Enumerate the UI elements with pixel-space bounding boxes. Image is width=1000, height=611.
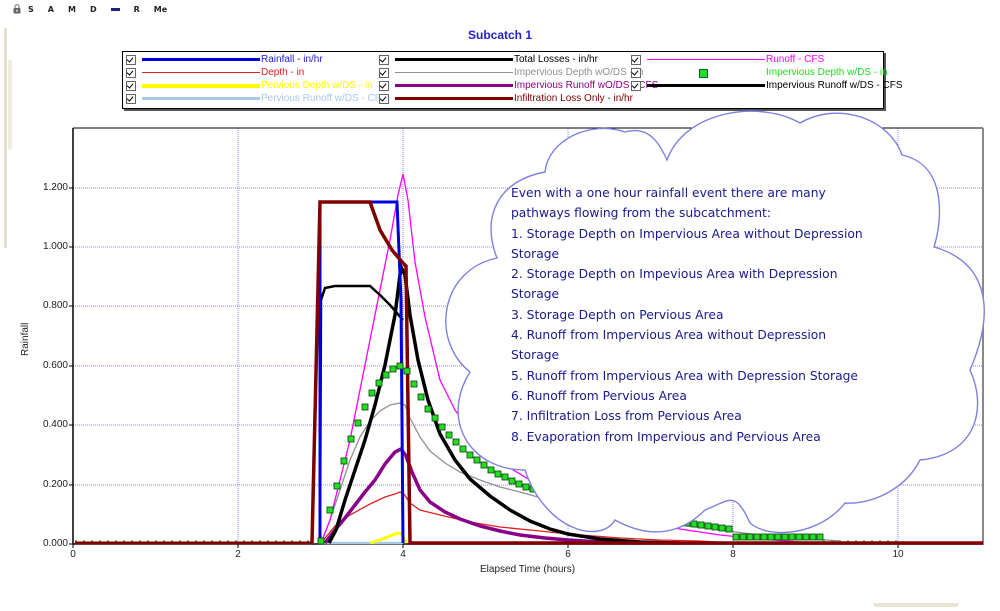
legend-item-impervious-runoff-wds[interactable]: Impervious Runoff w/DS - CFS: [631, 79, 903, 92]
square-marker-icon: [699, 68, 708, 78]
legend-label: Impervious Runoff wO/DS - CFS: [514, 80, 659, 91]
callout-line: Storage: [511, 287, 560, 302]
legend-line-swatch: [395, 97, 513, 100]
legend-line-swatch: [142, 58, 260, 61]
legend-label: Rainfall - in/hr: [261, 54, 323, 65]
chart-title: Subcatch 1: [467, 28, 533, 42]
x-tick-label: 10: [892, 549, 904, 560]
legend-label: Total Losses - in/hr: [514, 54, 598, 65]
legend-checkbox[interactable]: [631, 54, 641, 65]
y-tick-label: 0.000: [42, 538, 68, 549]
legend-line-swatch: [647, 59, 765, 60]
left-edge-decoration: [8, 60, 12, 150]
legend-label: Runoff - CFS: [766, 54, 825, 65]
y-tick-label: 0.600: [42, 360, 68, 371]
callout-line: Storage: [511, 348, 560, 363]
callout-line: 8. Evaporation from Impervious and Pervi…: [511, 429, 821, 444]
legend-item-total-losses[interactable]: Total Losses - in/hr: [379, 53, 598, 66]
left-edge-decoration: [4, 28, 7, 248]
x-tick-label: 2: [235, 549, 241, 560]
legend-line-swatch: [142, 97, 260, 100]
callout-text: Even with a one hour rainfall event ther…: [511, 183, 921, 447]
x-tick-label: 4: [400, 549, 406, 560]
callout-line: 4. Runoff from Impervious Area without D…: [511, 328, 827, 343]
toolbar-item-s[interactable]: S: [28, 4, 34, 14]
legend-label: Pervious Depth w/DS - in: [261, 80, 373, 91]
legend-label: Infiltration Loss Only - in/hr: [514, 93, 633, 104]
legend-line-swatch: [142, 83, 260, 88]
series-impervious-runoff-wds: [327, 261, 681, 545]
series-rainfall: [318, 200, 405, 544]
legend-checkbox[interactable]: [126, 67, 136, 78]
legend-checkbox[interactable]: [379, 54, 389, 65]
series-impervious-runoff-wods: [323, 446, 641, 545]
legend-checkbox[interactable]: [379, 93, 389, 104]
legend-item-pervious-depth[interactable]: Pervious Depth w/DS - in: [126, 79, 373, 92]
y-tick-label: 0.400: [42, 419, 68, 430]
callout-line: 7. Infiltration Loss from Pervious Area: [511, 409, 742, 424]
legend-line-swatch: [142, 72, 260, 73]
toolbar-item-m[interactable]: M: [67, 4, 76, 14]
legend-item-rainfall[interactable]: Rainfall - in/hr: [126, 53, 323, 66]
callout-line: Storage: [511, 246, 560, 261]
legend-item-runoff[interactable]: Runoff - CFS: [631, 53, 824, 66]
legend-checkbox[interactable]: [379, 80, 389, 91]
legend-item-infiltration-loss[interactable]: Infiltration Loss Only - in/hr: [379, 92, 633, 105]
y-tick-label: 0.200: [42, 479, 68, 490]
callout-line: pathways flowing from the subcatchment:: [511, 206, 771, 221]
callout-line: 3. Storage Depth on Pervious Area: [511, 307, 724, 322]
x-tick-label: 6: [565, 549, 571, 560]
legend-line-swatch: [395, 58, 513, 61]
callout-line: 2. Storage Depth on Impevious Area with …: [511, 267, 838, 282]
legend-label: Impervious Depth w/DS - in: [766, 67, 888, 78]
cloud-callout: [445, 110, 985, 534]
x-axis-label: Elapsed Time (hours): [480, 564, 576, 575]
callout-line: 5. Runoff from Impervious Area with Depr…: [511, 368, 858, 383]
dash-icon[interactable]: [110, 7, 120, 11]
series-depth: [320, 491, 734, 544]
legend-checkbox[interactable]: [631, 80, 641, 91]
legend-line-swatch: [395, 72, 513, 73]
series-total-losses: [318, 284, 404, 544]
legend-label: Impervious Runoff w/DS - CFS: [766, 80, 903, 91]
legend-checkbox[interactable]: [126, 54, 136, 65]
legend-checkbox[interactable]: [126, 80, 136, 91]
callout-line: 1. Storage Depth on Impervious Area with…: [511, 226, 863, 241]
legend-checkbox[interactable]: [126, 93, 136, 104]
legend-line-swatch: [647, 84, 765, 87]
x-tick-label: 0: [70, 549, 76, 560]
y-axis-label: Rainfall: [20, 322, 31, 356]
toolbar-item-d[interactable]: D: [89, 4, 97, 14]
legend-item-depth[interactable]: Depth - in: [126, 66, 304, 79]
legend-label: Impervious Depth wO/DS - in: [514, 67, 644, 78]
toolbar-item-me[interactable]: Me: [153, 4, 168, 14]
legend-checkbox[interactable]: [631, 67, 641, 78]
legend-label: Depth - in: [261, 67, 305, 78]
toolbar-item-a[interactable]: A: [47, 4, 54, 14]
legend-line-swatch: [395, 84, 513, 87]
y-tick-label: 1.200: [42, 182, 68, 193]
toolbar: S A M D R Me: [12, 2, 181, 16]
x-tick-label: 8: [730, 549, 736, 560]
legend-item-impervious-runoff-wods[interactable]: Impervious Runoff wO/DS - CFS: [379, 79, 658, 92]
callout-line: Even with a one hour rainfall event ther…: [511, 186, 826, 200]
legend-item-impervious-depth-wods[interactable]: Impervious Depth wO/DS - in: [379, 66, 644, 79]
bottom-edge-decoration: [873, 603, 959, 607]
legend-item-impervious-depth-wds[interactable]: Impervious Depth w/DS - in: [631, 66, 888, 79]
y-tick-label: 1.000: [42, 241, 68, 252]
y-tick-label: 0.800: [42, 300, 68, 311]
legend-checkbox[interactable]: [379, 67, 389, 78]
series-infiltration-loss: [310, 200, 983, 545]
toolbar-item-r[interactable]: R: [133, 4, 140, 14]
callout-line: 6. Runoff from Pervious Area: [511, 388, 687, 403]
legend-label: Pervious Runoff w/DS - CFS: [261, 93, 388, 104]
legend-item-pervious-runoff[interactable]: Pervious Runoff w/DS - CFS: [126, 92, 388, 105]
chart-legend: Rainfall - in/hr Depth - in Pervious Dep…: [122, 51, 903, 109]
series-pervious-depth: [369, 531, 408, 545]
lock-icon[interactable]: [12, 4, 22, 14]
